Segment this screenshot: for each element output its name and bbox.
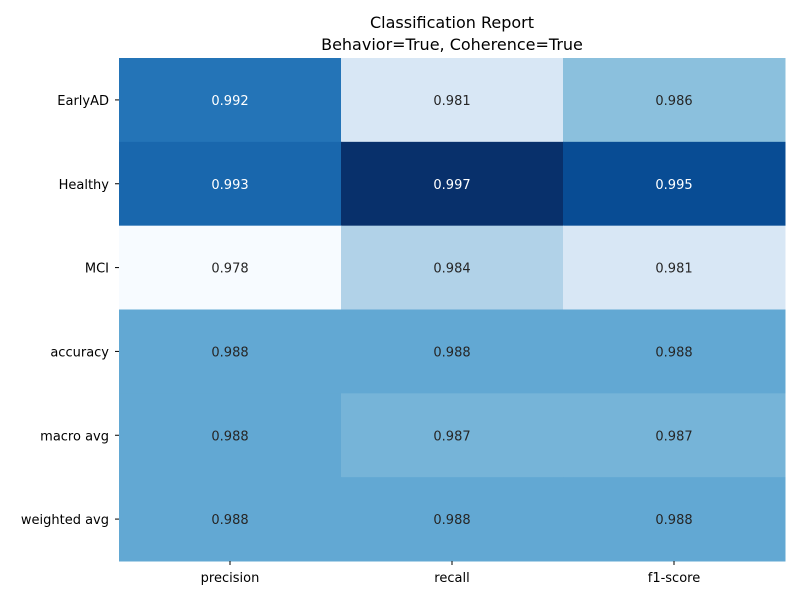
heatmap-cell [341,58,564,143]
column-tick-label: f1-score [648,571,700,586]
heatmap-cell [563,309,786,394]
heatmap-cell [563,225,786,310]
row-labels: EarlyAD Healthy MCI accuracy macro avg weight… [21,94,119,528]
chart-subtitle: Behavior=True, Coherence=True [321,35,583,54]
heatmap-cell [119,393,342,478]
cell-value-label: 0.988 [433,345,470,360]
column-tick-label: recall [434,571,469,586]
row-tick-label: accuracy [50,345,109,360]
row-tick-label: weighted avg [21,513,109,528]
heatmap-cell [563,141,786,227]
cell-value-label: 0.981 [655,262,692,277]
heatmap-cell [563,477,786,562]
cell-value-label: 0.988 [433,513,470,528]
cell-value-label: 0.988 [655,345,692,360]
cell-value-label: 0.986 [655,94,692,109]
row-tick-label: EarlyAD [57,94,109,109]
column-tick-label: precision [201,571,260,586]
heatmap-cell [341,393,564,478]
heatmap-cells: 0.992 0.981 0.986 0.993 0.997 0.995 0.978 0.984… [119,58,786,562]
heatmap-cell [119,58,342,143]
cell-value-label: 0.987 [655,429,692,444]
cell-value-label: 0.988 [211,429,248,444]
heatmap-cell [119,477,342,562]
row-tick-label: macro avg [40,429,109,444]
heatmap-cell [341,225,564,310]
row-tick-label: Healthy [59,178,110,193]
cell-value-label: 0.978 [211,262,248,277]
cell-value-label: 0.988 [211,513,248,528]
heatmap-cell [119,141,342,227]
heatmap-cell [119,225,342,310]
heatmap-cell [119,309,342,394]
cell-value-label: 0.995 [655,178,692,193]
heatmap-cell [563,393,786,478]
heatmap-cell [341,477,564,562]
heatmap-cell [563,58,786,143]
cell-value-label: 0.993 [211,178,248,193]
cell-value-label: 0.988 [211,345,248,360]
cell-value-label: 0.987 [433,429,470,444]
chart-title: Classification Report [370,13,534,32]
heatmap-cell [341,141,564,227]
cell-value-label: 0.997 [433,178,470,193]
cell-value-label: 0.992 [211,94,248,109]
column-labels: precision recall f1-score [201,561,700,586]
cell-value-label: 0.984 [433,262,470,277]
cell-value-label: 0.981 [433,94,470,109]
cell-value-label: 0.988 [655,513,692,528]
heatmap-cell [341,309,564,394]
row-tick-label: MCI [85,262,109,277]
